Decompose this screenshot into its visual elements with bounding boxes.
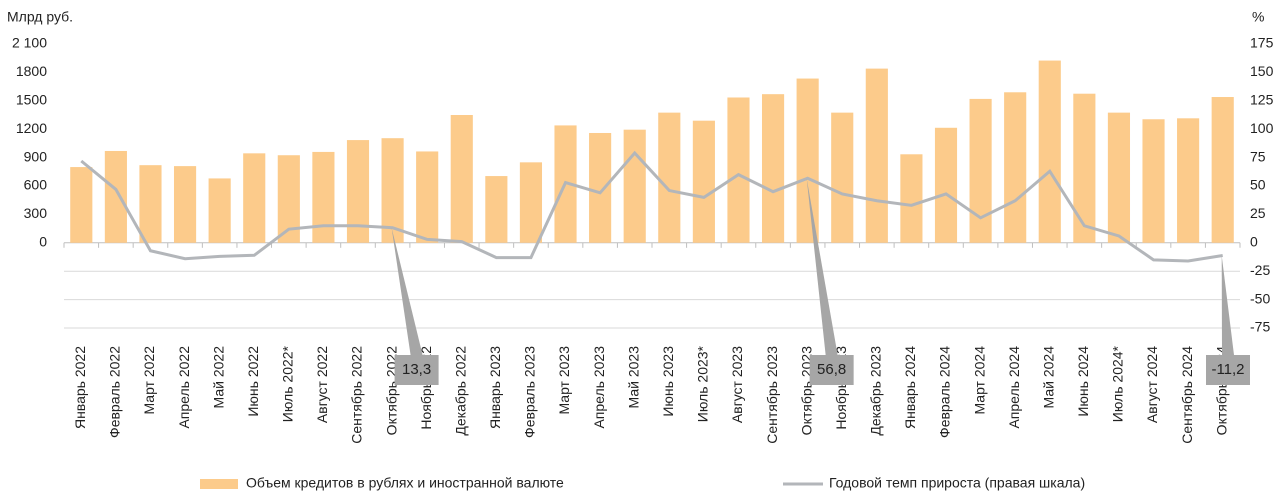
y-tick-label: 0 <box>39 234 47 250</box>
bar <box>346 140 370 243</box>
bar <box>692 120 715 243</box>
x-tick-label: Сентябрь 2023 <box>764 346 780 444</box>
bar <box>312 151 335 243</box>
y2-tick-label: 25 <box>1250 205 1266 221</box>
x-tick-label: Март 2024 <box>971 346 987 415</box>
x-tick-label: Март 2022 <box>141 346 157 415</box>
x-tick-label: Апрель 2023 <box>591 346 607 429</box>
bar <box>139 165 162 243</box>
x-tick-label: Декабрь 2022 <box>452 346 468 436</box>
data-label: 13,3 <box>402 361 431 378</box>
bar <box>796 78 819 243</box>
bar <box>934 127 958 243</box>
bar <box>1177 118 1200 243</box>
x-tick-label: Февраль 2022 <box>107 346 123 438</box>
x-tick-label: Апрель 2022 <box>176 346 192 429</box>
bar <box>381 138 404 243</box>
bar <box>519 162 543 243</box>
y2-tick-label: -75 <box>1250 319 1270 335</box>
y2-axis-label: % <box>1252 9 1264 25</box>
y2-tick-label: 50 <box>1250 177 1266 193</box>
line <box>80 150 1223 263</box>
x-tick-label: Март 2023 <box>556 346 572 415</box>
y-tick-label: 1200 <box>16 120 47 136</box>
x-tick-label: Июнь 2022 <box>245 346 261 417</box>
y2-tick-label: 175 <box>1250 35 1274 51</box>
callout-pointer <box>1221 255 1234 355</box>
y2-tick-label: -25 <box>1250 262 1270 278</box>
y2-tick-label: -50 <box>1250 290 1270 306</box>
bar <box>865 68 888 243</box>
bar <box>1107 112 1131 243</box>
y-axis-label: Млрд руб. <box>7 9 73 25</box>
y-tick-label: 900 <box>24 148 48 164</box>
callout-box <box>394 355 439 385</box>
x-tick-label: Май 2024 <box>1040 346 1056 409</box>
bar <box>243 153 266 243</box>
callout-pointer <box>391 227 423 355</box>
bar <box>70 167 93 243</box>
bar <box>416 151 439 243</box>
bar <box>1211 97 1234 243</box>
bar <box>831 112 854 243</box>
bar <box>1038 60 1061 243</box>
y2-tick-label: 75 <box>1250 148 1266 164</box>
bar <box>1004 92 1027 243</box>
y-tick-label: 1800 <box>16 63 47 79</box>
bar <box>658 112 681 243</box>
bar <box>173 166 197 243</box>
y2-tick-label: 125 <box>1250 92 1274 108</box>
bar <box>969 98 992 243</box>
bar <box>1142 119 1165 243</box>
y-tick-label: 2 100 <box>12 35 47 51</box>
callout-pointer <box>806 178 838 355</box>
grid <box>64 270 1240 329</box>
bar <box>761 94 785 243</box>
y2-tick-label: 100 <box>1250 120 1274 136</box>
x-tick-label: Сентябрь 2022 <box>349 346 365 444</box>
x-tick-label: Май 2023 <box>625 346 641 409</box>
legend-label: Годовой темп прироста (правая шкала) <box>829 475 1085 491</box>
legend-label: Объем кредитов в рублях и иностранной ва… <box>246 475 564 491</box>
x-tick-label: Август 2022 <box>314 346 330 423</box>
x-tick-label: Май 2022 <box>210 346 226 409</box>
legend-swatch <box>200 479 238 489</box>
bar <box>1073 93 1096 243</box>
y2-tick-label: 150 <box>1250 63 1274 79</box>
y-tick-label: 600 <box>24 177 48 193</box>
x-tick-label: Июль 2023* <box>695 345 711 422</box>
bar <box>485 176 508 243</box>
x-tick-label: Январь 2022 <box>72 346 88 429</box>
x-tick-label: Июнь 2024 <box>1075 346 1091 417</box>
x-tick-label: Январь 2024 <box>902 346 918 429</box>
y2-tick-label: 0 <box>1250 234 1258 250</box>
bar <box>277 155 300 243</box>
x-tick-label: Июль 2022* <box>280 345 296 422</box>
y-tick-label: 300 <box>24 205 48 221</box>
x-tick-label: Июнь 2023 <box>660 346 676 417</box>
x-tick-label: Июль 2024* <box>1110 345 1126 422</box>
callout-box <box>809 355 854 385</box>
bar <box>900 154 923 243</box>
x-tick-label: Декабрь 2023 <box>868 346 884 436</box>
data-label: -11,2 <box>1211 361 1244 378</box>
bar <box>623 129 646 243</box>
x-tick-label: Август 2024 <box>1144 346 1160 423</box>
x-tick-label: Сентябрь 2024 <box>1179 346 1195 444</box>
callout-box <box>1206 355 1250 385</box>
x-tick-label: Январь 2023 <box>487 346 503 429</box>
data-label: 56,8 <box>817 361 846 378</box>
bar <box>104 150 127 243</box>
x-tick-label: Февраль 2023 <box>522 346 538 438</box>
bar <box>727 97 750 243</box>
x-tick-label: Февраль 2024 <box>937 346 953 438</box>
x-tick-label: Апрель 2024 <box>1006 346 1022 429</box>
bar <box>208 178 231 243</box>
bar <box>589 132 612 243</box>
x-tick-label: Август 2023 <box>729 346 745 423</box>
y-tick-label: 1500 <box>16 92 47 108</box>
bar <box>450 115 473 243</box>
